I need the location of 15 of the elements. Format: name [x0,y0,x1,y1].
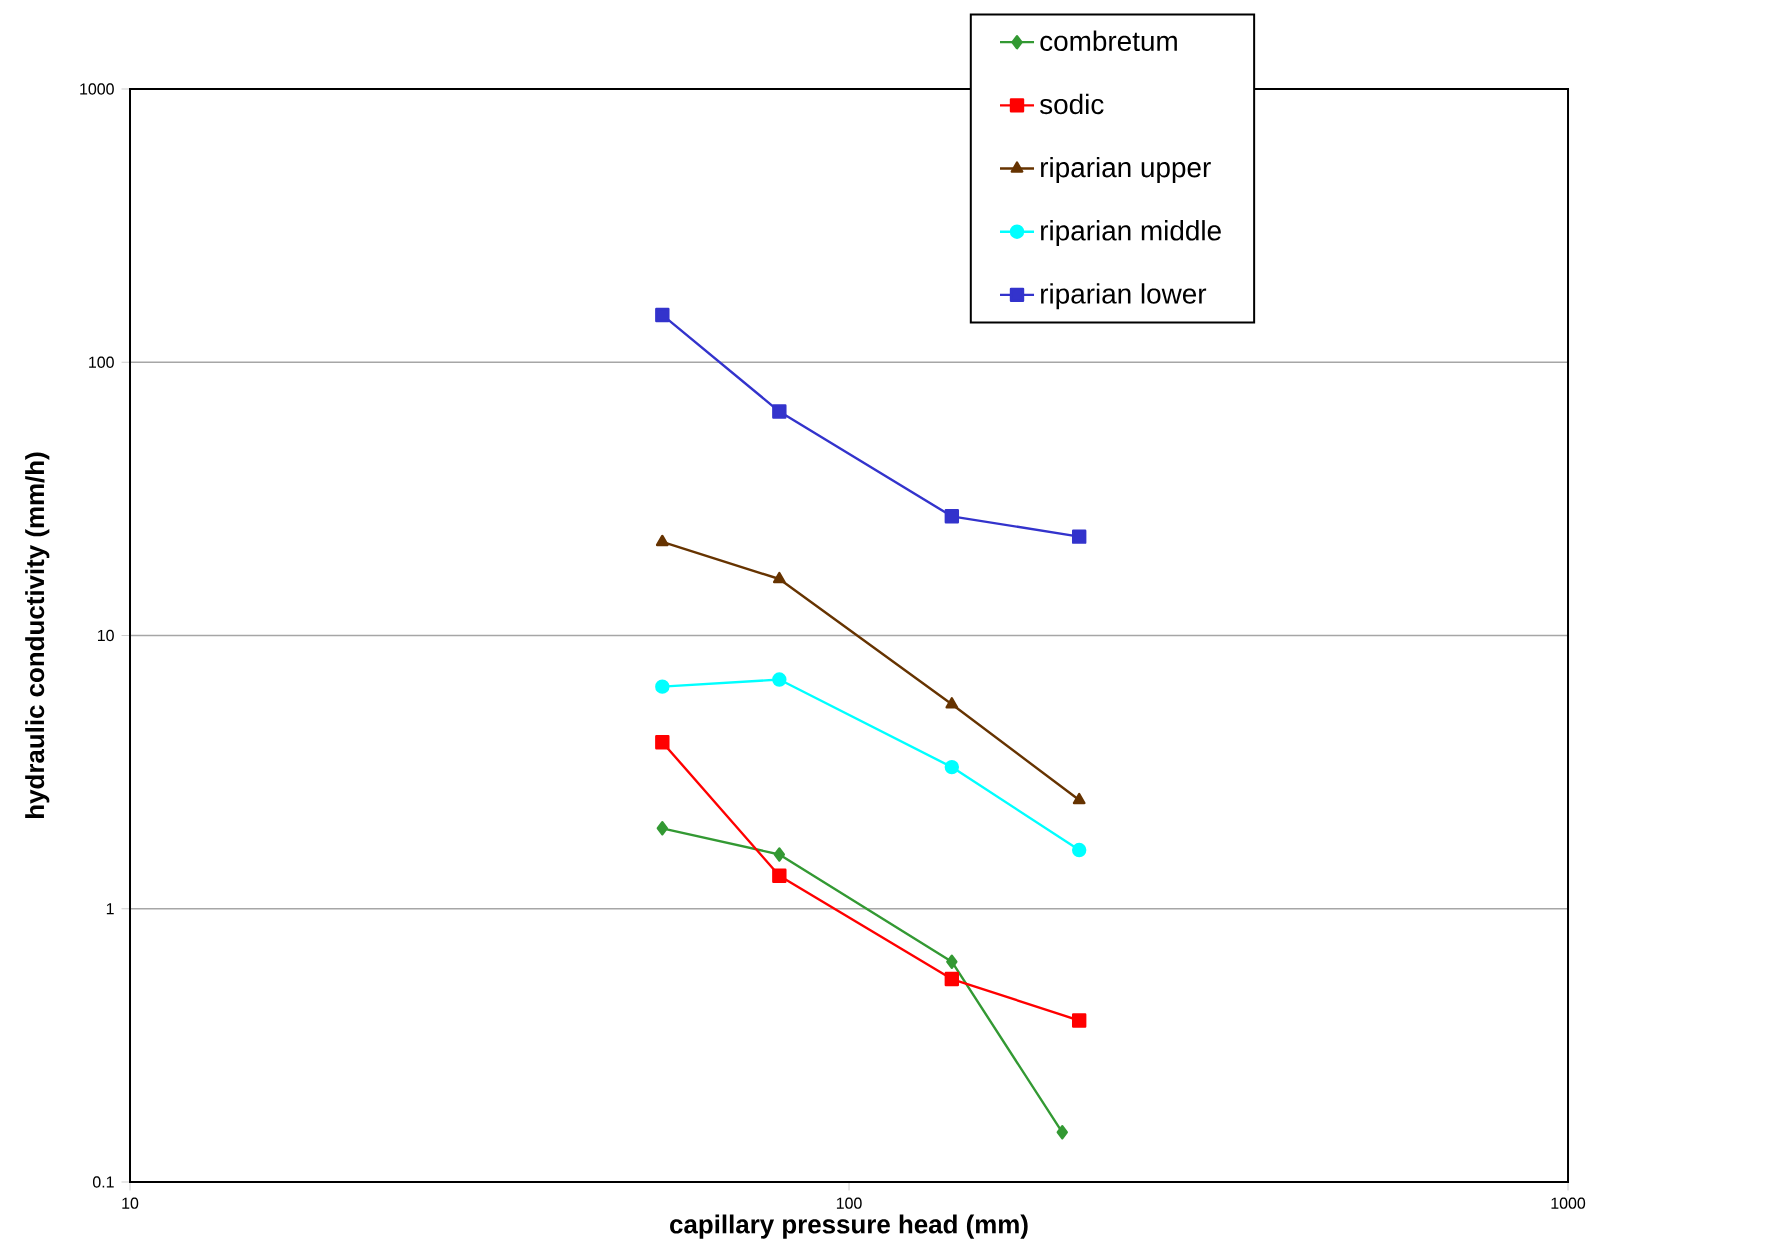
legend-label: combretum [1040,30,1177,52]
y-tick-label: 1 [106,903,114,915]
y-tick-label: 0.1 [92,1176,114,1188]
y-tick-label: 100 [89,356,114,368]
x-tick-label: 100 [836,1197,862,1209]
x-tick-label: 10 [122,1197,139,1209]
x-axis-title: capillary pressure head (mm) [670,1214,1028,1239]
x-tick-label: 1000 [1551,1197,1586,1209]
legend-label: riparian middle [1041,220,1221,247]
y-tick-label: 10 [97,629,114,642]
y-tick-label: 1000 [80,83,114,95]
legend-label: riparian lower [1041,283,1207,310]
legend-label: sodic [1039,93,1104,115]
legend-label: riparian upper [1041,156,1211,183]
y-axis-title: hydraulic conductivity (mm/h) [25,452,50,818]
